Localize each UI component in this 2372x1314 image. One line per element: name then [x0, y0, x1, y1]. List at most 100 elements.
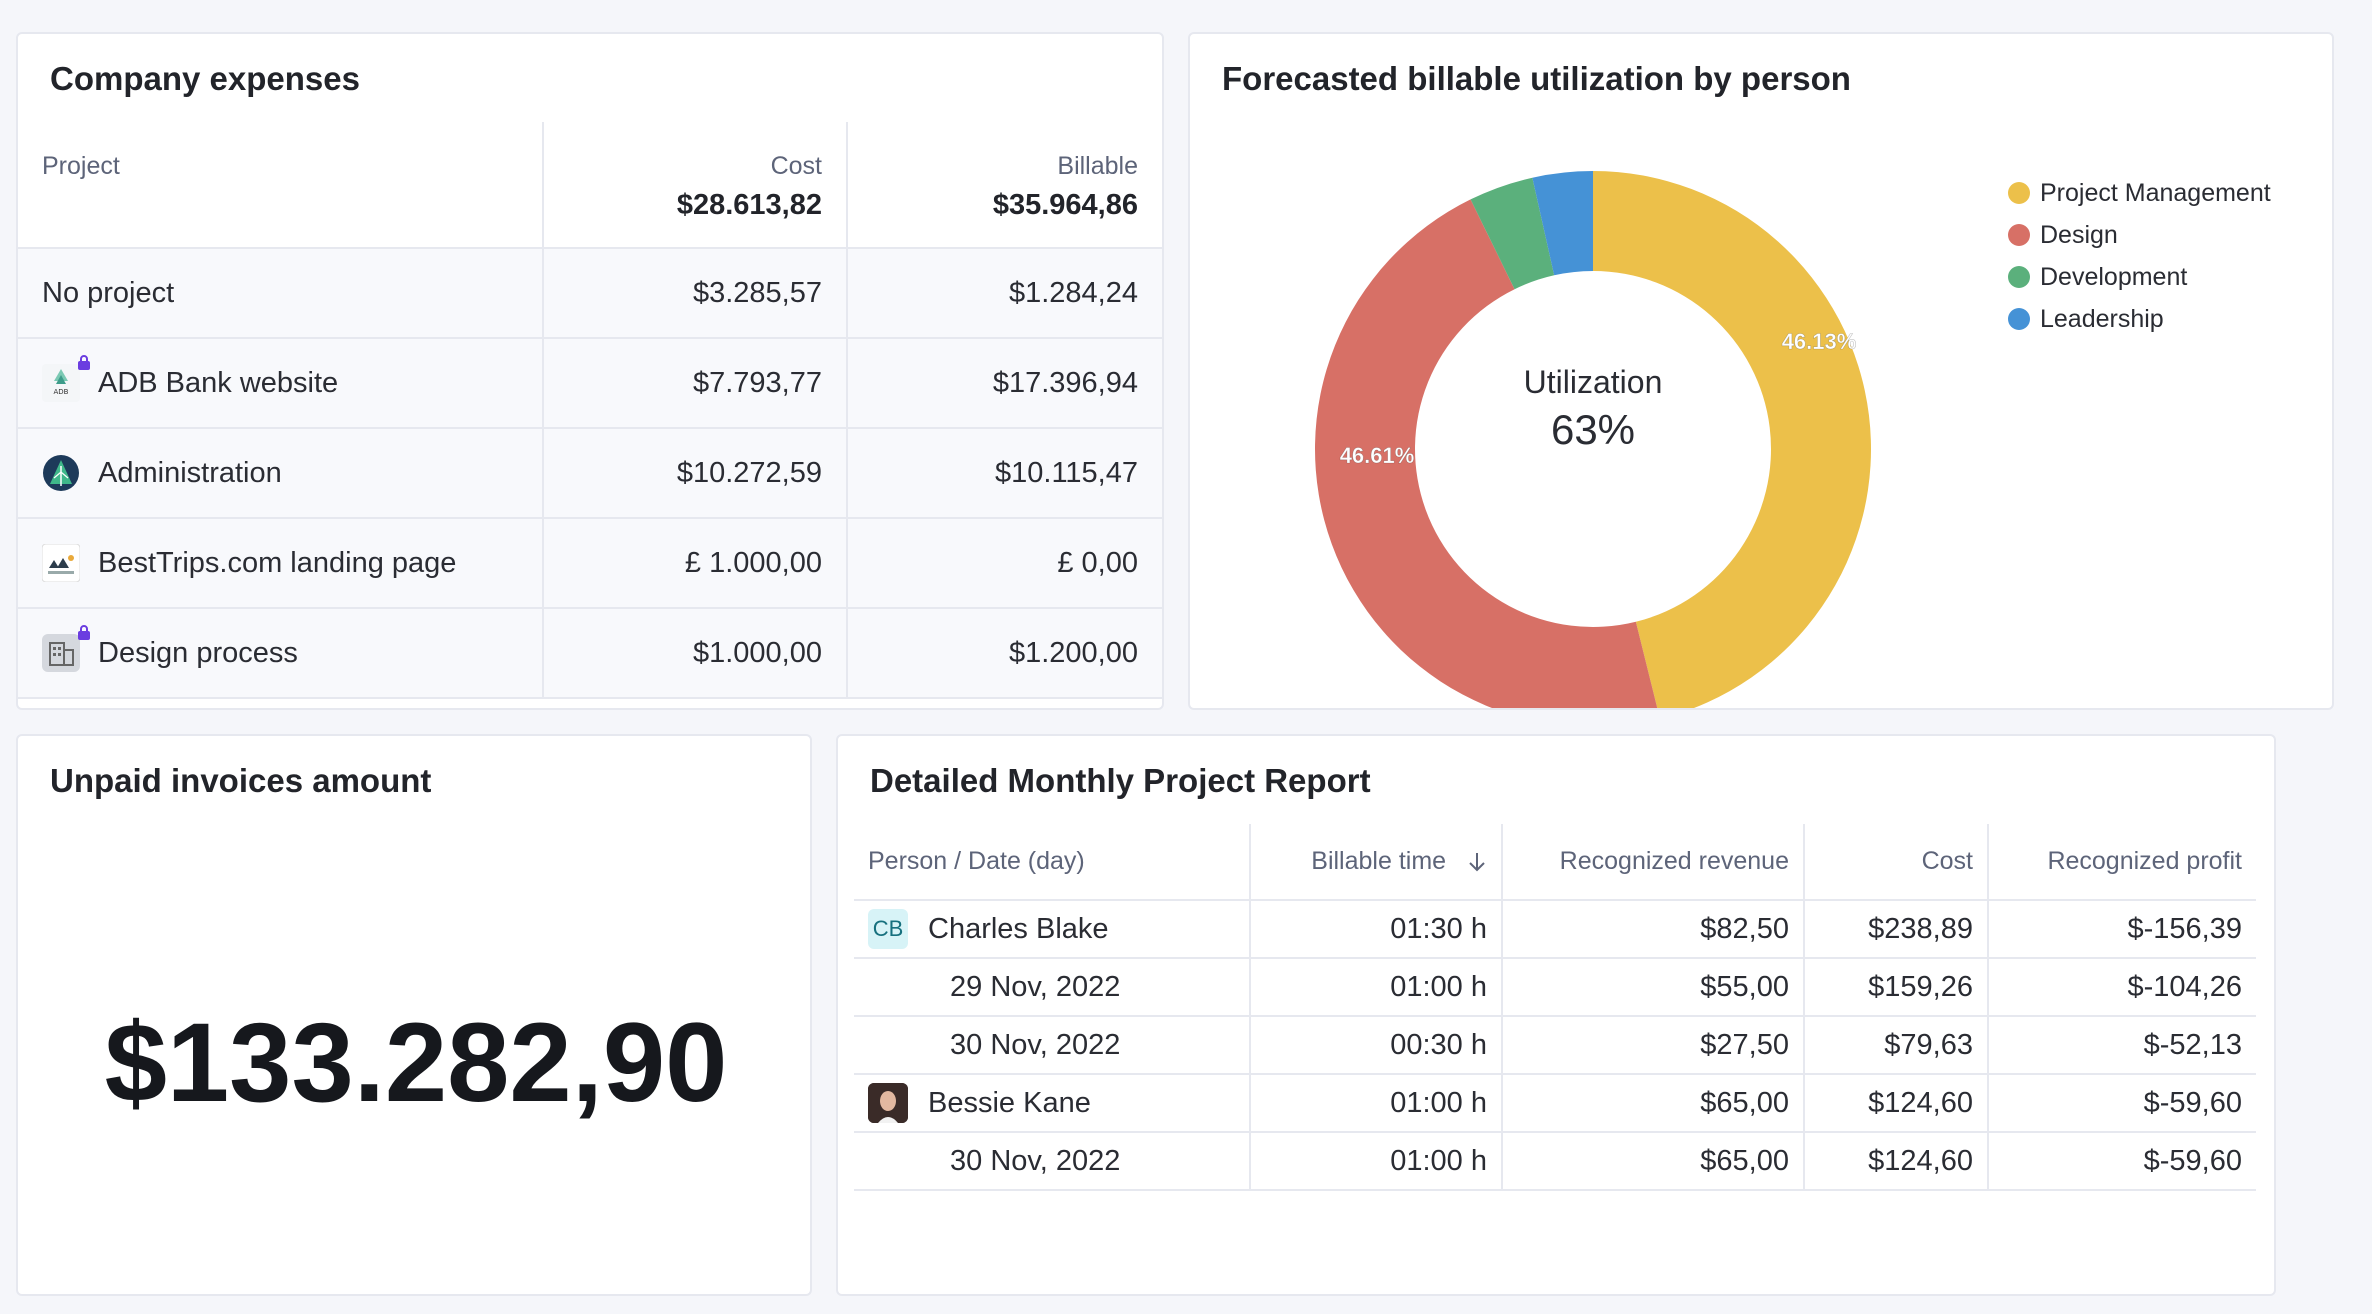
legend-label: Project Management: [2040, 178, 2271, 207]
legend-item-project-management[interactable]: Project Management: [2008, 172, 2271, 214]
column-header-billable-time[interactable]: Billable time: [1250, 824, 1503, 901]
billable-cell: $10.115,47: [847, 428, 1162, 519]
table-header-row: Project Cost $28.613,82 Billable $35.964…: [18, 122, 1162, 249]
table-row[interactable]: 30 Nov, 2022 00:30 h $27,50 $79,63 $-52,…: [854, 1016, 2256, 1075]
cost-cell: $159,26: [1804, 958, 1989, 1017]
total-billable: $35.964,86: [992, 189, 1138, 221]
utilization-center-label: Utilization: [1523, 364, 1663, 400]
cost-cell: £ 1.000,00: [543, 518, 848, 609]
column-header-cost[interactable]: Cost $28.613,82: [543, 122, 848, 249]
table-row[interactable]: Design process $1.000,00 $1.200,00: [18, 608, 1162, 699]
company-expenses-card: Company expenses Project Cost $28.613,82…: [16, 32, 1164, 710]
legend-label: Leadership: [2040, 304, 2164, 333]
legend-item-design[interactable]: Design: [2008, 214, 2271, 256]
revenue-cell: $65,00: [1502, 1132, 1805, 1191]
date-cell: 30 Nov, 2022: [854, 1132, 1251, 1191]
chart-legend: Project Management Design Development Le…: [2008, 172, 2271, 340]
revenue-cell: $82,50: [1502, 900, 1805, 959]
lock-icon: [78, 625, 90, 640]
cost-cell: $79,63: [1804, 1016, 1989, 1075]
project-cell: Administration: [18, 428, 544, 519]
table-row[interactable]: Administration $10.272,59 $10.115,47: [18, 428, 1162, 519]
lock-icon: [78, 355, 90, 370]
table-row[interactable]: Bessie Kane 01:00 h $65,00 $124,60 $-59,…: [854, 1074, 2256, 1133]
table-row[interactable]: No project $3.285,57 $1.284,24: [18, 248, 1162, 339]
column-header-cost[interactable]: Cost: [1804, 824, 1989, 901]
slice-value-label: 46.61%: [1340, 443, 1415, 468]
admin-logo-icon: [42, 454, 80, 492]
avatar: [868, 1083, 908, 1123]
monthly-report-table: Person / Date (day) Billable time Recogn…: [854, 824, 2256, 1191]
unpaid-invoices-amount: $133.282,90: [104, 1000, 728, 1125]
person-name: Bessie Kane: [928, 1086, 1091, 1119]
column-label: Billable: [1057, 152, 1138, 180]
building-icon: [42, 625, 90, 672]
donut-slice-project-management[interactable]: [1593, 171, 1871, 710]
initials-badge: CB: [868, 909, 908, 949]
donut-slice-leadership[interactable]: [1532, 171, 1593, 276]
slice-value-label: 46.13%: [1782, 329, 1857, 354]
legend-swatch: [2008, 266, 2030, 288]
billable-time-cell: 01:00 h: [1250, 1074, 1503, 1133]
profit-cell: $-59,60: [1988, 1074, 2256, 1133]
project-name: Administration: [98, 456, 282, 489]
table-row[interactable]: 29 Nov, 2022 01:00 h $55,00 $159,26 $-10…: [854, 958, 2256, 1017]
legend-item-development[interactable]: Development: [2008, 256, 2271, 298]
unpaid-invoices-title: Unpaid invoices amount: [50, 762, 432, 799]
besttrips-logo-icon: [41, 543, 81, 583]
table-row[interactable]: CB Charles Blake 01:30 h $82,50 $238,89 …: [854, 900, 2256, 959]
column-header-project[interactable]: Project: [18, 122, 544, 249]
monthly-report-title: Detailed Monthly Project Report: [870, 762, 1371, 799]
table-row[interactable]: BestTrips.com landing page £ 1.000,00 £ …: [18, 518, 1162, 609]
utilization-donut-chart: 46.13% 46.61%: [1315, 171, 1871, 710]
project-name: ADB Bank website: [98, 366, 339, 399]
person-cell: CB Charles Blake: [854, 900, 1251, 959]
date-cell: 29 Nov, 2022: [854, 958, 1251, 1017]
cost-cell: $124,60: [1804, 1074, 1989, 1133]
profit-cell: $-59,60: [1988, 1132, 2256, 1191]
revenue-cell: $55,00: [1502, 958, 1805, 1017]
column-header-recognized-revenue[interactable]: Recognized revenue: [1502, 824, 1805, 901]
project-cell: BestTrips.com landing page: [18, 518, 544, 609]
column-header-billable[interactable]: Billable $35.964,86: [847, 122, 1162, 249]
sort-descending-icon[interactable]: [1467, 850, 1487, 874]
adb-logo-icon: ADB: [42, 355, 90, 402]
cost-cell: $7.793,77: [543, 338, 848, 429]
table-row[interactable]: ADB ADB Bank website $7.793,77 $17.396,9…: [18, 338, 1162, 429]
billable-cell: $1.200,00: [847, 608, 1162, 699]
monthly-report-card: Detailed Monthly Project Report Person /…: [836, 734, 2276, 1296]
project-cell: Design process: [18, 608, 544, 699]
billable-time-cell: 01:00 h: [1250, 1132, 1503, 1191]
column-header-recognized-profit[interactable]: Recognized profit: [1988, 824, 2256, 901]
profit-cell: $-104,26: [1988, 958, 2256, 1017]
donut-slice-development[interactable]: [1470, 177, 1555, 290]
legend-swatch: [2008, 182, 2030, 204]
cost-cell: $10.272,59: [543, 428, 848, 519]
cost-cell: $124,60: [1804, 1132, 1989, 1191]
billable-time-cell: 00:30 h: [1250, 1016, 1503, 1075]
company-expenses-title: Company expenses: [50, 60, 360, 97]
billable-time-cell: 01:00 h: [1250, 958, 1503, 1017]
revenue-cell: $27,50: [1502, 1016, 1805, 1075]
legend-item-leadership[interactable]: Leadership: [2008, 298, 2271, 340]
utilization-title: Forecasted billable utilization by perso…: [1222, 60, 1851, 97]
project-name: Design process: [98, 636, 298, 669]
billable-cell: $1.284,24: [847, 248, 1162, 339]
table-row[interactable]: 30 Nov, 2022 01:00 h $65,00 $124,60 $-59…: [854, 1132, 2256, 1191]
revenue-cell: $65,00: [1502, 1074, 1805, 1133]
billable-cell: $17.396,94: [847, 338, 1162, 429]
column-header-person-date[interactable]: Person / Date (day): [854, 824, 1251, 901]
legend-swatch: [2008, 308, 2030, 330]
person-name: Charles Blake: [928, 912, 1109, 945]
company-expenses-table: Project Cost $28.613,82 Billable $35.964…: [18, 122, 1162, 699]
utilization-center-value: 63%: [1550, 406, 1636, 453]
legend-swatch: [2008, 224, 2030, 246]
column-label: Cost: [770, 152, 822, 180]
legend-label: Development: [2040, 262, 2188, 291]
project-name: No project: [42, 276, 175, 309]
cost-cell: $3.285,57: [543, 248, 848, 339]
unpaid-invoices-card: Unpaid invoices amount $133.282,90: [16, 734, 812, 1296]
donut-slice-design[interactable]: [1315, 199, 1660, 710]
billable-time-cell: 01:30 h: [1250, 900, 1503, 959]
column-label: Billable time: [1311, 847, 1447, 875]
